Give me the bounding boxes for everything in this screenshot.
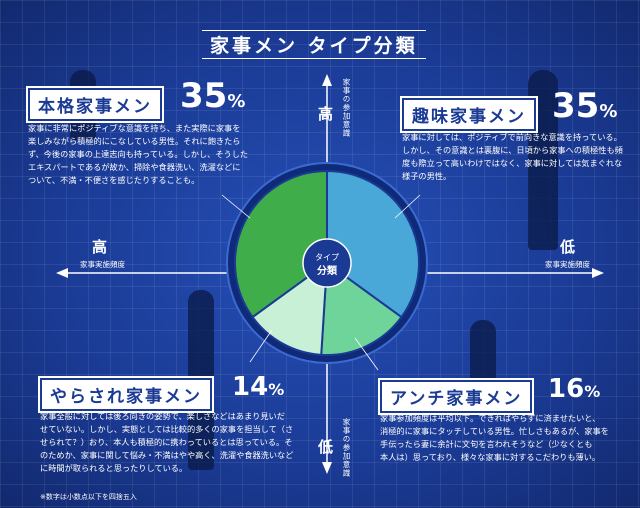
type-desc-honkaku: 家事に非常にポジティブな意識を持ち、また実際に家事を 楽しみながら積極的にこなして… — [28, 123, 249, 185]
leader-line-shumi — [394, 194, 421, 219]
type-percent-honkaku: 35% — [180, 76, 246, 116]
type-percent-yarasare: 14% — [232, 372, 285, 402]
vertical-axis-label-top: 家事の参加意識 — [342, 78, 351, 138]
horizontal-axis-high-label: 高 — [92, 238, 108, 256]
type-percent-anti: 16% — [548, 374, 601, 404]
pie-center-label-line1: タイプ — [315, 253, 339, 262]
leader-line-yarasare — [249, 329, 273, 363]
pie-center-label-line2: 分類 — [317, 264, 338, 277]
type-percent-shumi: 35% — [552, 86, 618, 126]
horizontal-axis-arrow-right — [592, 268, 604, 278]
silhouette-man-right-bottom — [470, 320, 496, 380]
pie-slice-0 — [326, 169, 420, 319]
vertical-axis-label-bottom: 家事の参加意識 — [342, 418, 351, 478]
pie-slice-1 — [320, 261, 403, 356]
type-desc-anti: 家事参加頻度は平均以下。できればやらずに済ませたいと、 消極的に家事にタッチしてい… — [380, 413, 609, 462]
vertical-axis-high-label: 高 — [318, 105, 334, 123]
type-name-yarasare: やらされ家事メン — [38, 376, 214, 413]
type-desc-yarasare: 家事全般に対しては後ろ向きの姿勢で、楽しさなどはあまり見いだ せていない。しかし、… — [40, 411, 294, 473]
horizontal-axis-arrow-left — [56, 268, 68, 278]
page-title: 家事メン タイプ分類 — [202, 30, 426, 59]
horizontal-axis-label-left: 家事実施頻度 — [80, 260, 125, 269]
vertical-axis-arrow-top — [322, 74, 332, 86]
pie-slice-3 — [234, 169, 328, 319]
type-name-honkaku: 本格家事メン — [26, 86, 164, 123]
horizontal-axis-label-right: 家事実施頻度 — [545, 260, 590, 269]
vertical-axis-arrow-bottom — [322, 462, 332, 474]
type-desc-shumi: 家事に対しては、ポジティブで前向きな意識を持っている。 しかし、その意識とは裏腹に… — [402, 132, 623, 181]
pie-center — [302, 238, 352, 288]
leader-line-anti — [354, 337, 379, 371]
type-name-anti: アンチ家事メン — [377, 378, 535, 415]
type-name-shumi: 趣味家事メン — [400, 96, 538, 133]
vertical-axis-low-label: 低 — [318, 438, 334, 456]
leader-line-honkaku — [221, 194, 251, 219]
horizontal-axis-low-label: 低 — [560, 238, 576, 256]
footnote: ※数字は小数点以下を四捨五入 — [40, 493, 137, 501]
